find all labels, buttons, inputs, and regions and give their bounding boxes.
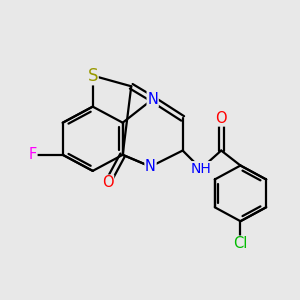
Text: NH: NH (190, 162, 211, 176)
Text: N: N (147, 92, 158, 106)
Text: Cl: Cl (233, 236, 248, 251)
Text: F: F (28, 147, 37, 162)
Text: N: N (145, 159, 156, 174)
Text: O: O (102, 175, 113, 190)
Text: S: S (88, 67, 98, 85)
Text: O: O (215, 111, 227, 126)
